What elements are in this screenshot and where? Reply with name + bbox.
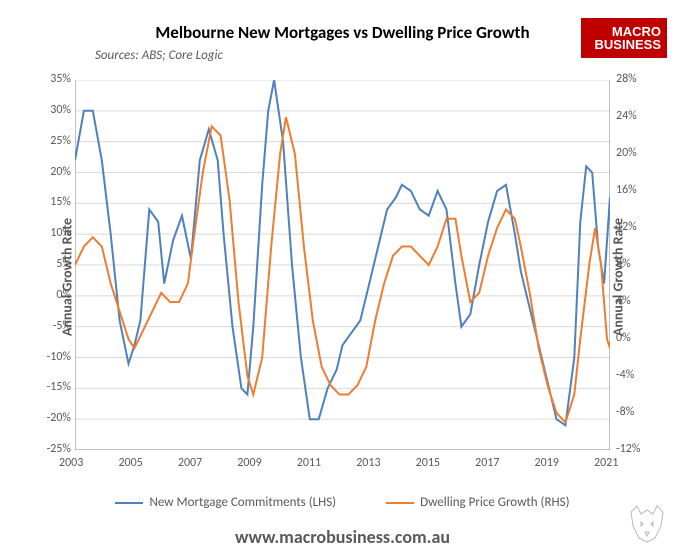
y-left-tick: 10%	[50, 226, 71, 240]
logo-line2: BUSINESS	[595, 38, 661, 51]
legend-swatch	[115, 502, 143, 504]
y-left-tick: 25%	[50, 134, 71, 148]
legend-item: Dwelling Price Growth (RHS)	[386, 495, 569, 510]
chart-container: Melbourne New Mortgages vs Dwelling Pric…	[0, 0, 685, 554]
y-right-tick: -12%	[616, 442, 640, 456]
y-right-tick: -4%	[616, 368, 634, 382]
x-tick: 2005	[118, 456, 142, 470]
x-tick: 2015	[416, 456, 440, 470]
y-left-tick: -10%	[47, 350, 71, 364]
wolf-watermark-icon	[625, 502, 669, 546]
y-right-tick: 16%	[616, 183, 637, 197]
legend-label: Dwelling Price Growth (RHS)	[420, 495, 569, 510]
footer-url: www.macrobusiness.com.au	[0, 526, 685, 548]
y-right-tick: 28%	[616, 72, 637, 86]
y-left-tick: 15%	[50, 195, 71, 209]
x-tick: 2021	[594, 456, 618, 470]
y-left-tick: 20%	[50, 165, 71, 179]
y-right-tick: 4%	[616, 294, 631, 308]
x-tick: 2009	[237, 456, 261, 470]
y-right-tick: 24%	[616, 109, 637, 123]
y-right-tick: -8%	[616, 405, 634, 419]
x-tick: 2013	[356, 456, 380, 470]
chart-subtitle: Sources: ABS; Core Logic	[95, 48, 223, 63]
macrobusiness-logo: MACRO BUSINESS	[581, 18, 667, 58]
y-left-tick: 0%	[56, 288, 71, 302]
plot-area	[75, 80, 610, 450]
y-left-tick: -5%	[53, 319, 71, 333]
series-line	[75, 117, 610, 422]
y-right-tick: 8%	[616, 257, 631, 271]
x-tick: 2011	[297, 456, 321, 470]
x-tick: 2019	[535, 456, 559, 470]
legend: New Mortgage Commitments (LHS) Dwelling …	[0, 495, 685, 510]
legend-item: New Mortgage Commitments (LHS)	[115, 495, 336, 510]
y-right-tick: 20%	[616, 146, 637, 160]
y-left-tick: 5%	[56, 257, 71, 271]
legend-swatch	[386, 502, 414, 504]
y-left-tick: -25%	[47, 442, 71, 456]
y-left-tick: -15%	[47, 380, 71, 394]
series-line	[75, 80, 610, 425]
x-tick: 2003	[59, 456, 83, 470]
y-axis-right-label: Annual Growth Rate	[609, 218, 626, 336]
x-tick: 2017	[475, 456, 499, 470]
y-right-tick: 0%	[616, 331, 631, 345]
x-tick: 2007	[178, 456, 202, 470]
y-left-tick: 30%	[50, 103, 71, 117]
y-left-tick: -20%	[47, 411, 71, 425]
y-right-tick: 12%	[616, 220, 637, 234]
y-left-tick: 35%	[50, 72, 71, 86]
legend-label: New Mortgage Commitments (LHS)	[149, 495, 336, 510]
